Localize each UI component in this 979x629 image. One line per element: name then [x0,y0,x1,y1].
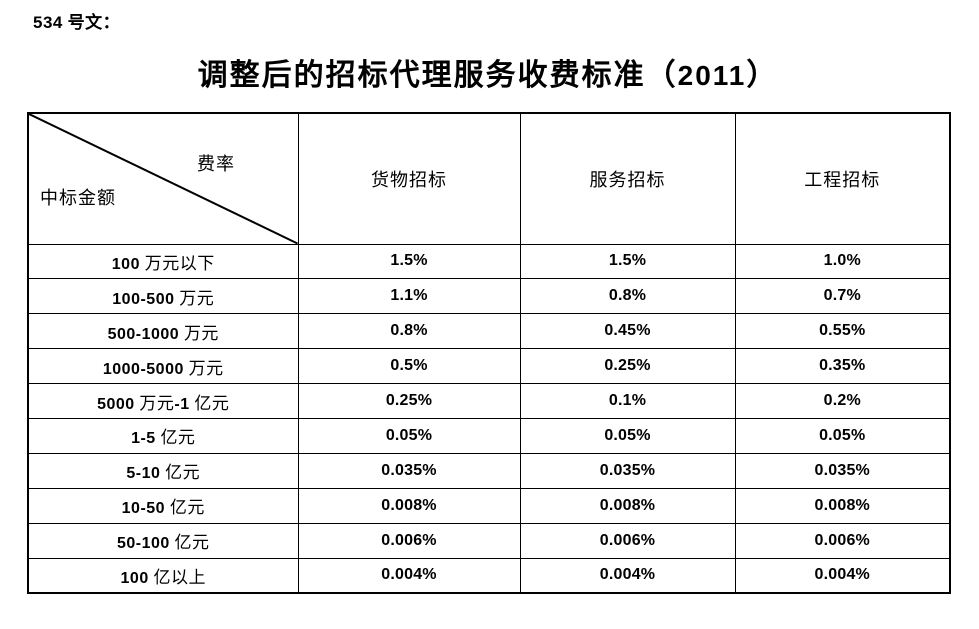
row-label: 5-10 亿元 [27,452,299,489]
row-label: 1000-5000 万元 [27,348,299,385]
rate-cell: 0.45% [519,313,736,350]
table-body: 100 万元以下 1.5% 1.5% 1.0% 100-500 万元 1.1% … [27,243,951,594]
column-header-goods-bidding: 货物招标 [297,112,521,245]
rate-cell: 0.006% [734,522,951,559]
table-header-row: 费率 中标金额 货物招标 服务招标 工程招标 [27,112,951,245]
column-header-service-bidding: 服务招标 [519,112,736,245]
page-title: 调整后的招标代理服务收费标准（2011） [197,59,779,92]
rate-cell: 0.035% [519,452,736,489]
rate-cell: 1.1% [297,278,521,315]
rate-cell: 0.8% [519,278,736,315]
rate-cell: 0.05% [297,417,521,454]
rate-cell: 0.35% [734,348,951,385]
table-row: 500-1000 万元 0.8% 0.45% 0.55% [27,313,951,350]
rate-cell: 0.55% [734,313,951,350]
rate-cell: 0.25% [297,383,521,419]
table-row: 100 万元以下 1.5% 1.5% 1.0% [27,243,951,280]
table-row: 100 亿以上 0.004% 0.004% 0.004% [27,557,951,594]
diagonal-divider-line [29,114,298,244]
table-row: 1000-5000 万元 0.5% 0.25% 0.35% [27,348,951,385]
row-label: 100-500 万元 [27,278,299,315]
table-row: 50-100 亿元 0.006% 0.006% 0.006% [27,522,951,559]
rate-cell: 1.5% [519,243,736,280]
rate-cell: 0.5% [297,348,521,385]
rate-cell: 0.05% [734,417,951,454]
rate-cell: 0.8% [297,313,521,350]
table-row: 5-10 亿元 0.035% 0.035% 0.035% [27,452,951,489]
rate-cell: 0.035% [297,452,521,489]
corner-label-bid-amount: 中标金额 [40,188,116,208]
rate-cell: 0.004% [734,557,951,594]
rate-cell: 1.0% [734,243,951,280]
row-label: 100 亿以上 [27,557,299,594]
rate-cell: 0.004% [297,557,521,594]
rate-cell: 0.05% [519,417,736,454]
doc-ref-number: 534 号文： [33,13,121,32]
rate-cell: 1.5% [297,243,521,280]
rate-cell: 0.006% [297,522,521,559]
row-label: 10-50 亿元 [27,487,299,524]
rate-cell: 0.7% [734,278,951,315]
table-row: 100-500 万元 1.1% 0.8% 0.7% [27,278,951,315]
row-label: 1-5 亿元 [27,417,299,454]
table-row: 1-5 亿元 0.05% 0.05% 0.05% [27,417,951,454]
rate-cell: 0.008% [734,487,951,524]
table-row: 10-50 亿元 0.008% 0.008% 0.008% [27,487,951,524]
rate-cell: 0.008% [519,487,736,524]
rate-cell: 0.006% [519,522,736,559]
rate-cell: 0.25% [519,348,736,385]
corner-label-rate: 费率 [197,154,235,174]
row-label: 500-1000 万元 [27,313,299,350]
table-row: 5000 万元-1 亿元 0.25% 0.1% 0.2% [27,383,951,419]
row-label: 50-100 亿元 [27,522,299,559]
corner-header-cell: 费率 中标金额 [27,112,299,245]
rate-cell: 0.2% [734,383,951,419]
rate-cell: 0.1% [519,383,736,419]
fee-rate-table: 费率 中标金额 货物招标 服务招标 工程招标 100 万元以下 1.5% 1.5… [27,112,951,594]
row-label: 100 万元以下 [27,243,299,280]
row-label: 5000 万元-1 亿元 [27,383,299,419]
rate-cell: 0.008% [297,487,521,524]
rate-cell: 0.004% [519,557,736,594]
column-header-engineering-bidding: 工程招标 [734,112,951,245]
rate-cell: 0.035% [734,452,951,489]
